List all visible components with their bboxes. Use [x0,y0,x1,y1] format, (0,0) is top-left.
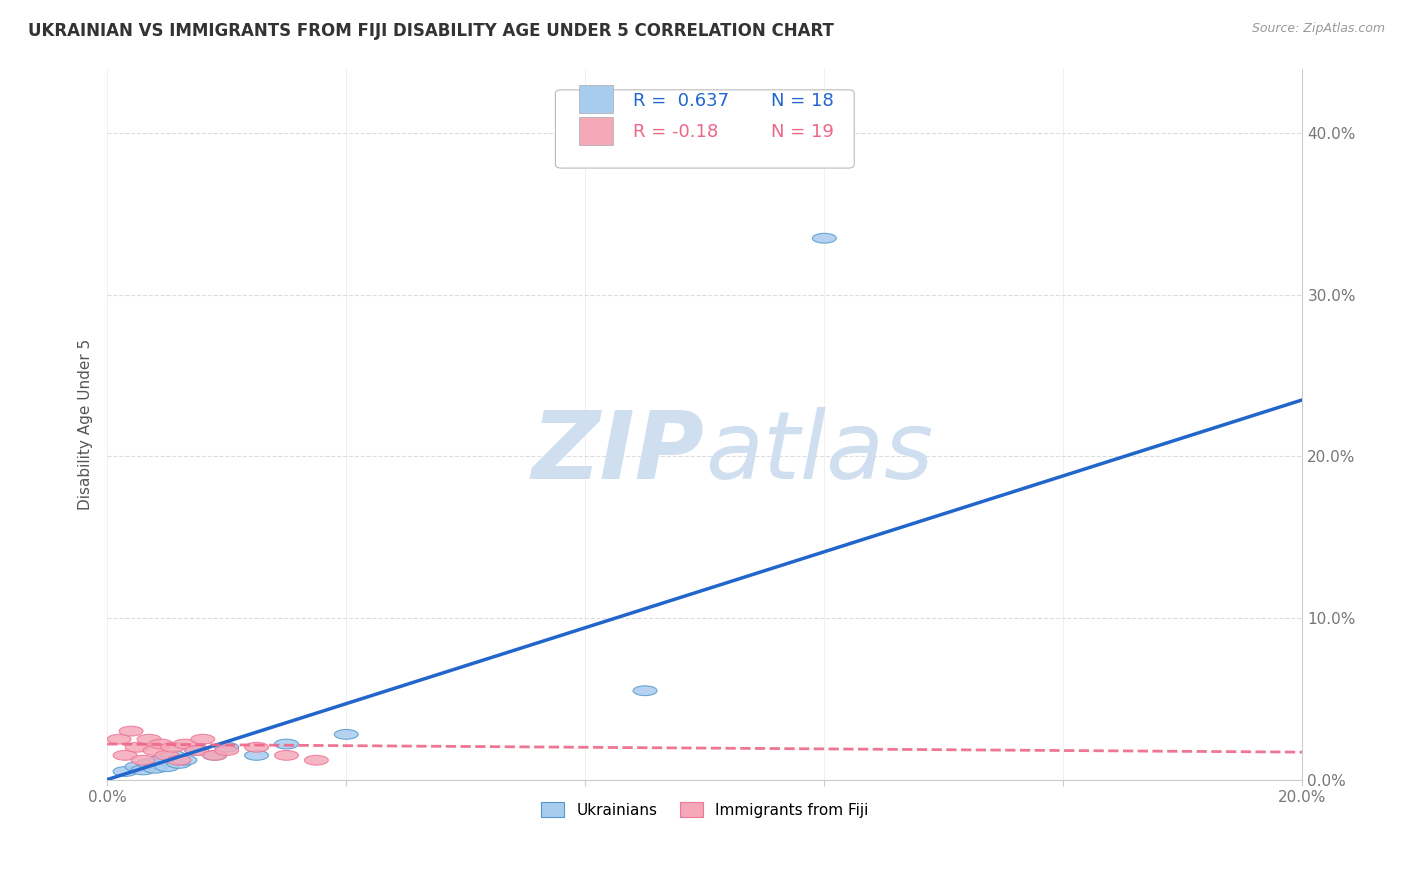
Ellipse shape [160,750,184,760]
Ellipse shape [131,756,155,765]
Ellipse shape [155,750,179,760]
Ellipse shape [112,766,136,776]
Ellipse shape [149,756,173,765]
Ellipse shape [191,734,215,744]
Ellipse shape [155,762,179,772]
Ellipse shape [335,730,359,739]
Ellipse shape [125,742,149,752]
Text: ZIP: ZIP [531,407,704,499]
Ellipse shape [136,734,160,744]
FancyBboxPatch shape [579,117,613,145]
FancyBboxPatch shape [555,90,855,168]
Text: atlas: atlas [704,407,934,498]
Ellipse shape [813,234,837,244]
Text: Source: ZipAtlas.com: Source: ZipAtlas.com [1251,22,1385,36]
Ellipse shape [173,739,197,749]
Ellipse shape [167,758,191,768]
Ellipse shape [136,758,160,768]
Ellipse shape [274,750,298,760]
Text: R = -0.18: R = -0.18 [633,123,718,141]
Ellipse shape [160,742,184,752]
Ellipse shape [125,762,149,772]
Text: R =  0.637: R = 0.637 [633,92,730,110]
Ellipse shape [107,734,131,744]
Ellipse shape [274,739,298,749]
Ellipse shape [173,756,197,765]
Ellipse shape [112,750,136,760]
Ellipse shape [202,750,226,760]
Text: UKRAINIAN VS IMMIGRANTS FROM FIJI DISABILITY AGE UNDER 5 CORRELATION CHART: UKRAINIAN VS IMMIGRANTS FROM FIJI DISABI… [28,22,834,40]
Text: N = 18: N = 18 [770,92,834,110]
Ellipse shape [131,765,155,775]
Ellipse shape [633,686,657,696]
Ellipse shape [215,742,239,752]
Y-axis label: Disability Age Under 5: Disability Age Under 5 [79,338,93,509]
Ellipse shape [245,742,269,752]
Ellipse shape [245,750,269,760]
Ellipse shape [184,746,208,756]
Ellipse shape [120,726,143,736]
Ellipse shape [184,746,208,756]
Ellipse shape [143,764,167,773]
Ellipse shape [149,739,173,749]
Ellipse shape [167,756,191,765]
Text: N = 19: N = 19 [770,123,834,141]
Ellipse shape [304,756,328,765]
Ellipse shape [202,750,226,760]
Ellipse shape [143,746,167,756]
Ellipse shape [215,746,239,756]
Legend: Ukrainians, Immigrants from Fiji: Ukrainians, Immigrants from Fiji [533,794,876,825]
FancyBboxPatch shape [579,86,613,113]
